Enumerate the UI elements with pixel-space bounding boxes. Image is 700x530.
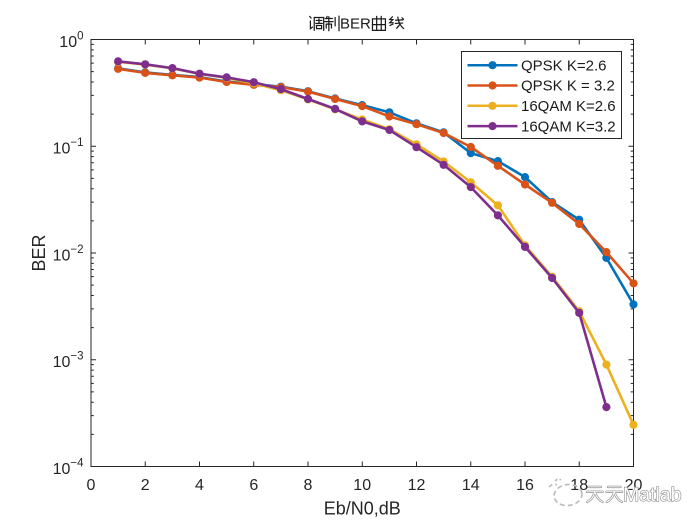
svg-text:BER: BER — [340, 16, 371, 33]
svg-text:10: 10 — [353, 477, 371, 494]
svg-text:QPSK K = 3.2: QPSK K = 3.2 — [521, 78, 615, 95]
svg-text:20: 20 — [625, 477, 643, 494]
svg-text:16: 16 — [516, 477, 534, 494]
svg-text:Eb/N0,dB: Eb/N0,dB — [324, 499, 401, 519]
svg-text:Matlab: Matlab — [623, 484, 682, 506]
svg-text:2: 2 — [141, 477, 150, 494]
svg-text:BER: BER — [29, 234, 49, 271]
svg-text:14: 14 — [462, 477, 480, 494]
svg-text:16QAM K=2.6: 16QAM K=2.6 — [521, 98, 616, 115]
svg-text:4: 4 — [195, 477, 204, 494]
svg-text:0: 0 — [87, 477, 96, 494]
svg-text:8: 8 — [304, 477, 313, 494]
svg-text:12: 12 — [408, 477, 426, 494]
svg-text:16QAM K=3.2: 16QAM K=3.2 — [521, 118, 616, 135]
svg-text:6: 6 — [249, 477, 258, 494]
svg-text:18: 18 — [570, 477, 588, 494]
svg-text:QPSK K=2.6: QPSK K=2.6 — [521, 57, 606, 74]
